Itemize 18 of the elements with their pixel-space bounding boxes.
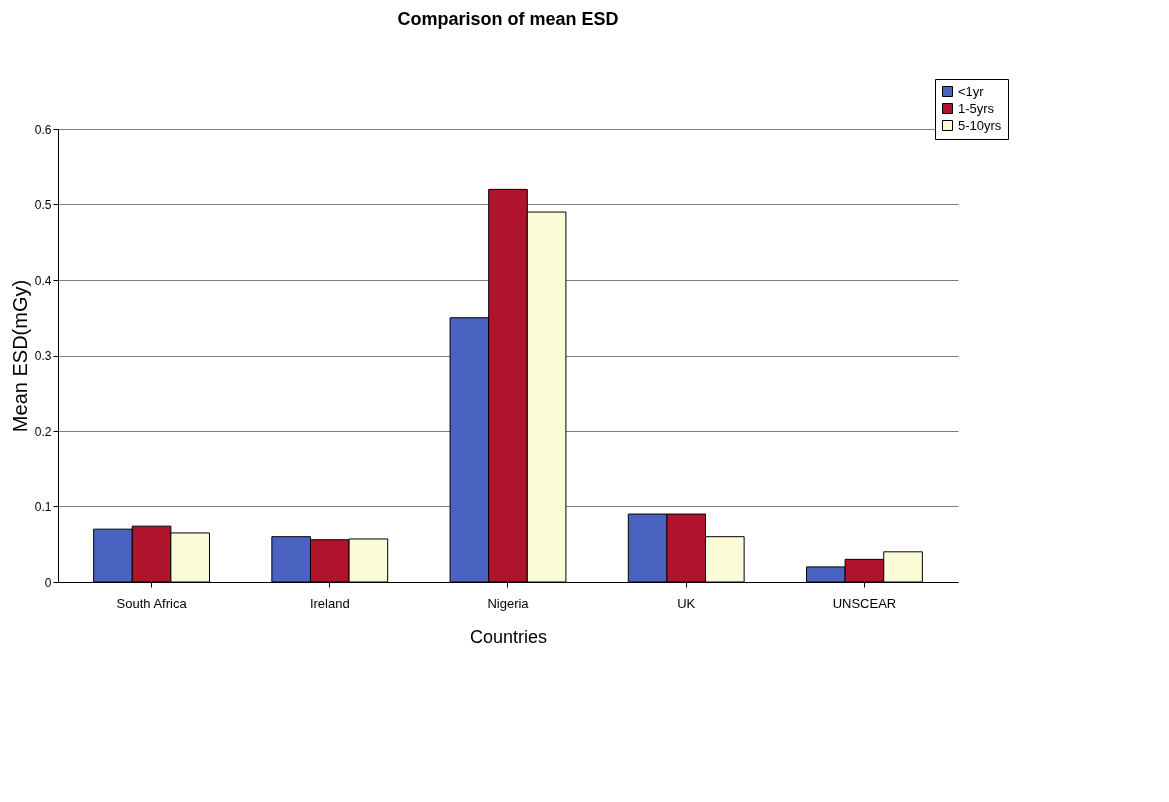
x-tick-label: Nigeria (487, 595, 530, 611)
y-tick-label: 0.5 (34, 198, 52, 212)
y-tick-label: 0.6 (34, 122, 52, 137)
y-tick-label: 0.3 (34, 349, 52, 363)
y-tick-label: 0.1 (34, 500, 52, 514)
y-tick-label: 0.2 (34, 424, 52, 439)
y-tick-label: 0.4 (34, 273, 52, 288)
legend-label: <1yr (958, 83, 985, 99)
chart-title: Comparison of mean ESD (397, 8, 619, 29)
legend-label: 1-5yrs (958, 100, 995, 116)
y-axis-title: Mean ESD(mGy) (8, 279, 31, 433)
x-axis-title: Countries (469, 626, 548, 647)
x-tick-label: UNSCEAR (832, 595, 897, 611)
x-tick-label: UK (677, 595, 696, 611)
x-tick-label: Ireland (309, 595, 350, 611)
x-tick-label: South Africa (116, 595, 188, 611)
y-tick-label: 0 (44, 575, 52, 590)
legend-label: 5-10yrs (958, 117, 1002, 133)
